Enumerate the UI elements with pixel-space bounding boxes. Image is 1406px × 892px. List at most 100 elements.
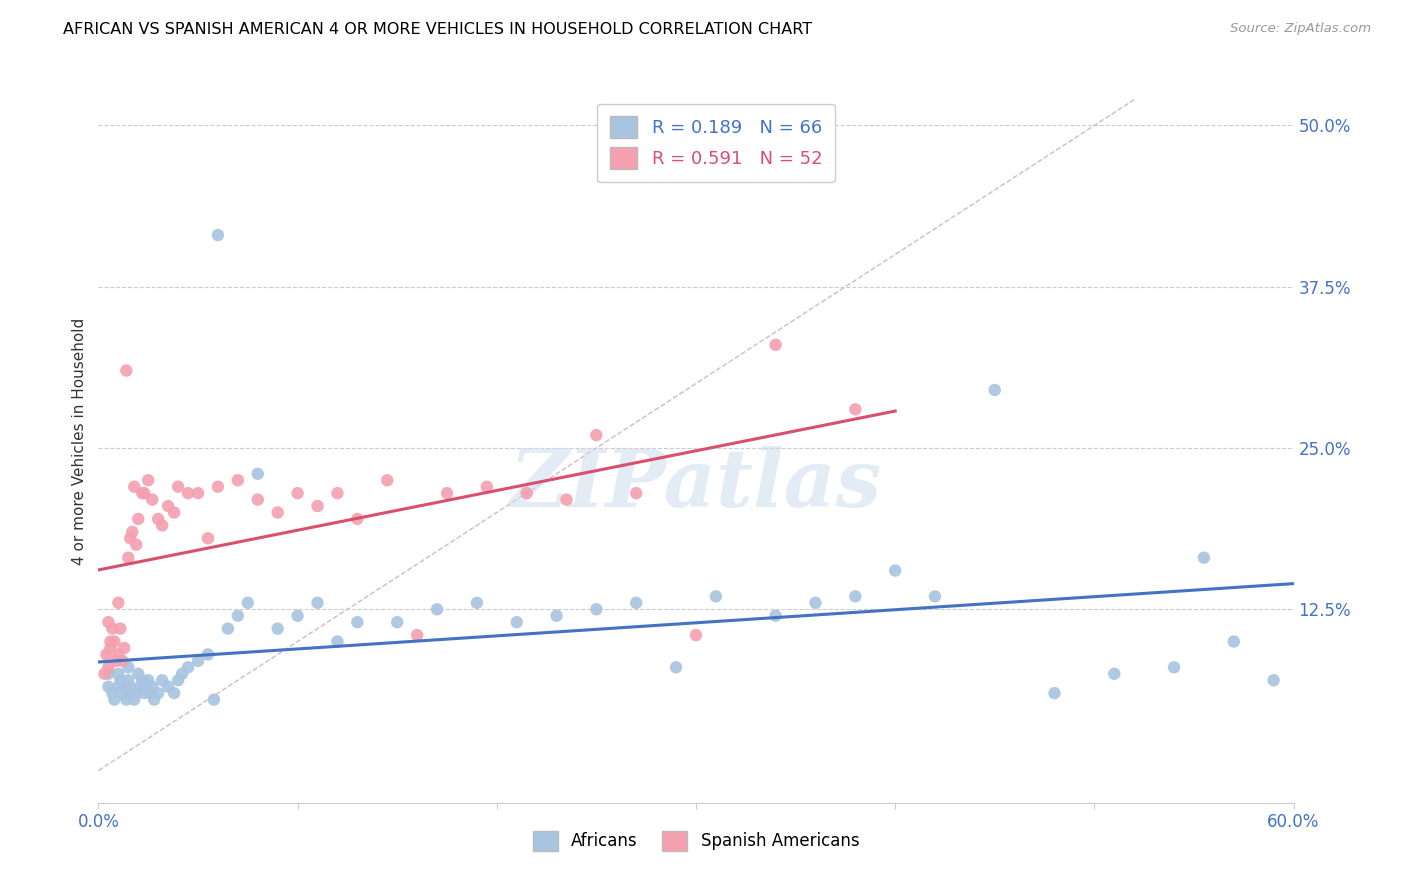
Point bbox=[465, 596, 488, 610]
Point bbox=[685, 628, 707, 642]
Point bbox=[96, 648, 118, 662]
Point bbox=[131, 486, 153, 500]
Point bbox=[665, 660, 688, 674]
Point bbox=[1192, 550, 1215, 565]
Point bbox=[134, 686, 156, 700]
Point bbox=[197, 648, 219, 662]
Point bbox=[506, 615, 529, 630]
Point bbox=[163, 506, 186, 520]
Point bbox=[246, 492, 269, 507]
Point bbox=[546, 608, 568, 623]
Point bbox=[129, 680, 152, 694]
Point bbox=[110, 622, 132, 636]
Point bbox=[346, 615, 368, 630]
Point bbox=[555, 492, 578, 507]
Point bbox=[197, 531, 219, 545]
Point bbox=[626, 486, 648, 500]
Point bbox=[202, 692, 225, 706]
Point bbox=[385, 615, 409, 630]
Point bbox=[226, 608, 249, 623]
Point bbox=[107, 666, 129, 681]
Point bbox=[121, 686, 143, 700]
Point bbox=[924, 590, 946, 604]
Point bbox=[121, 524, 143, 539]
Point bbox=[103, 692, 125, 706]
Point bbox=[177, 486, 200, 500]
Point bbox=[1223, 634, 1246, 648]
Point bbox=[765, 608, 787, 623]
Point bbox=[585, 602, 607, 616]
Point bbox=[177, 660, 200, 674]
Point bbox=[120, 680, 142, 694]
Point bbox=[125, 538, 148, 552]
Point bbox=[804, 596, 827, 610]
Point bbox=[326, 486, 349, 500]
Text: ZIPatlas: ZIPatlas bbox=[510, 446, 882, 524]
Point bbox=[141, 680, 163, 694]
Text: AFRICAN VS SPANISH AMERICAN 4 OR MORE VEHICLES IN HOUSEHOLD CORRELATION CHART: AFRICAN VS SPANISH AMERICAN 4 OR MORE VE… bbox=[63, 22, 813, 37]
Point bbox=[101, 686, 124, 700]
Point bbox=[124, 692, 146, 706]
Point bbox=[267, 622, 290, 636]
Point bbox=[267, 506, 290, 520]
Point bbox=[115, 363, 138, 377]
Point bbox=[105, 654, 128, 668]
Point bbox=[117, 550, 139, 565]
Point bbox=[287, 486, 309, 500]
Point bbox=[97, 680, 120, 694]
Point bbox=[98, 640, 122, 655]
Point bbox=[375, 473, 398, 487]
Point bbox=[157, 680, 180, 694]
Point bbox=[143, 692, 166, 706]
Point bbox=[406, 628, 429, 642]
Point bbox=[626, 596, 648, 610]
Point bbox=[167, 480, 190, 494]
Point bbox=[150, 673, 173, 688]
Point bbox=[1263, 673, 1285, 688]
Point bbox=[107, 648, 129, 662]
Point bbox=[426, 602, 449, 616]
Point bbox=[103, 634, 125, 648]
Point bbox=[585, 428, 607, 442]
Point bbox=[107, 680, 129, 694]
Point bbox=[346, 512, 368, 526]
Point bbox=[1104, 666, 1126, 681]
Point bbox=[516, 486, 538, 500]
Point bbox=[307, 499, 329, 513]
Point bbox=[475, 480, 498, 494]
Point bbox=[1163, 660, 1185, 674]
Point bbox=[326, 634, 349, 648]
Point bbox=[704, 590, 727, 604]
Point bbox=[117, 660, 139, 674]
Point bbox=[307, 596, 329, 610]
Point bbox=[131, 673, 153, 688]
Point bbox=[150, 518, 173, 533]
Point bbox=[217, 622, 239, 636]
Point bbox=[110, 673, 132, 688]
Point bbox=[134, 486, 156, 500]
Point bbox=[844, 590, 866, 604]
Point bbox=[135, 680, 157, 694]
Point bbox=[127, 666, 149, 681]
Point bbox=[187, 654, 209, 668]
Point bbox=[98, 634, 122, 648]
Point bbox=[884, 564, 907, 578]
Point bbox=[187, 486, 209, 500]
Point bbox=[236, 596, 259, 610]
Point bbox=[246, 467, 269, 481]
Point bbox=[112, 680, 135, 694]
Point bbox=[93, 666, 115, 681]
Legend: Africans, Spanish Americans: Africans, Spanish Americans bbox=[524, 822, 868, 860]
Point bbox=[117, 673, 139, 688]
Point bbox=[120, 531, 142, 545]
Point bbox=[226, 473, 249, 487]
Point bbox=[97, 615, 120, 630]
Point bbox=[207, 480, 229, 494]
Point bbox=[124, 480, 146, 494]
Y-axis label: 4 or more Vehicles in Household: 4 or more Vehicles in Household bbox=[72, 318, 87, 566]
Point bbox=[984, 383, 1007, 397]
Point bbox=[115, 692, 138, 706]
Point bbox=[111, 654, 134, 668]
Point bbox=[1043, 686, 1066, 700]
Point bbox=[107, 596, 129, 610]
